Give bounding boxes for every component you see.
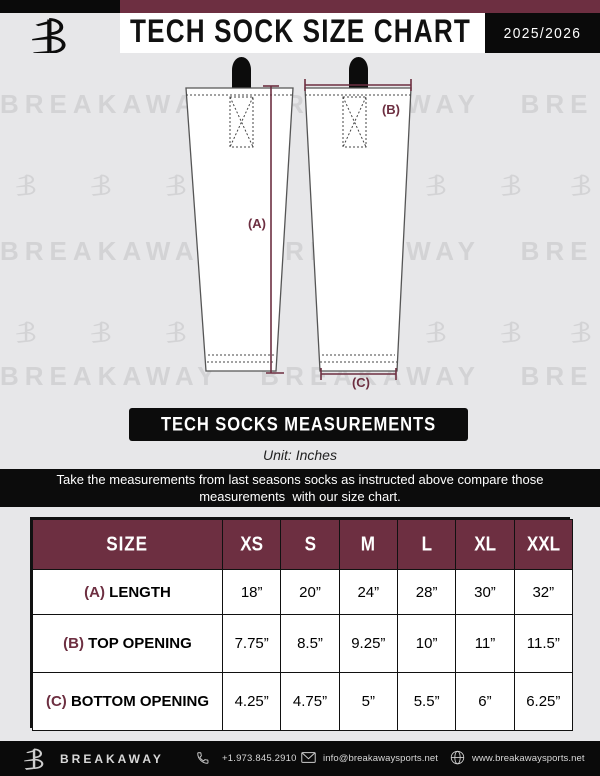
svg-text:(B): (B) — [382, 102, 400, 117]
svg-text:(A): (A) — [248, 216, 266, 231]
svg-text:(C): (C) — [352, 375, 370, 390]
